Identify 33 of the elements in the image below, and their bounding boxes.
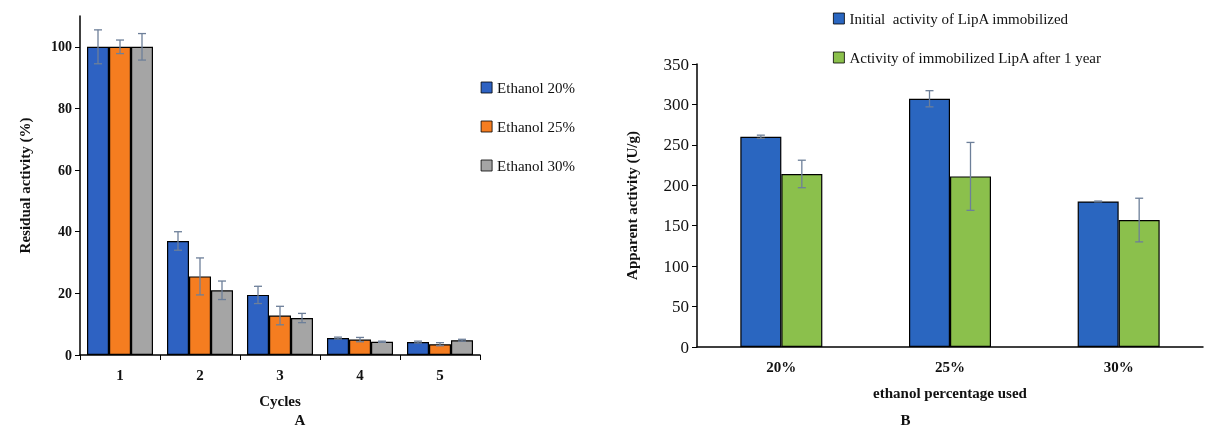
y-axis-title: Apparent activity (U/g) [623, 131, 641, 280]
y-tick-label: 0 [65, 347, 72, 363]
y-tick-label: 0 [680, 337, 689, 357]
y-tick-label: 60 [58, 162, 72, 178]
y-tick-label: 20 [58, 285, 72, 301]
x-axis-title: Cycles [259, 392, 301, 409]
y-axis-title: Residual activity (%) [16, 117, 34, 254]
y-tick-label: 100 [663, 256, 689, 276]
y-tick-label: 80 [58, 100, 72, 116]
legend-label: Ethanol 25% [497, 118, 576, 135]
legend-label: Ethanol 30% [497, 157, 576, 174]
x-tick-label: 25% [935, 358, 965, 375]
y-tick-label: 150 [663, 216, 689, 236]
legend-label: Ethanol 20% [497, 79, 576, 96]
y-tick-label: 200 [663, 175, 689, 195]
x-tick-label: 20% [766, 358, 797, 375]
x-tick-label: 5 [436, 366, 444, 383]
x-tick-label: 2 [196, 366, 204, 383]
x-axis-title: ethanol percentage used [873, 384, 1028, 401]
y-tick-label: 300 [663, 94, 689, 114]
text: A [294, 411, 306, 427]
legend-label: Activity of immobilized LipA after 1 year [849, 49, 1102, 66]
legend-label: Initial activity of LipA immobilized [849, 10, 1069, 27]
x-tick-label: 3 [276, 366, 284, 383]
x-tick-label: 4 [356, 366, 365, 383]
y-tick-label: 50 [672, 297, 689, 317]
y-tick-label: 350 [663, 54, 689, 74]
y-tick-label: 100 [51, 39, 72, 55]
text: B [900, 411, 911, 427]
y-tick-label: 250 [663, 135, 689, 155]
x-tick-label: 1 [116, 366, 124, 383]
y-tick-label: 40 [58, 224, 72, 240]
x-tick-label: 30% [1103, 358, 1134, 375]
